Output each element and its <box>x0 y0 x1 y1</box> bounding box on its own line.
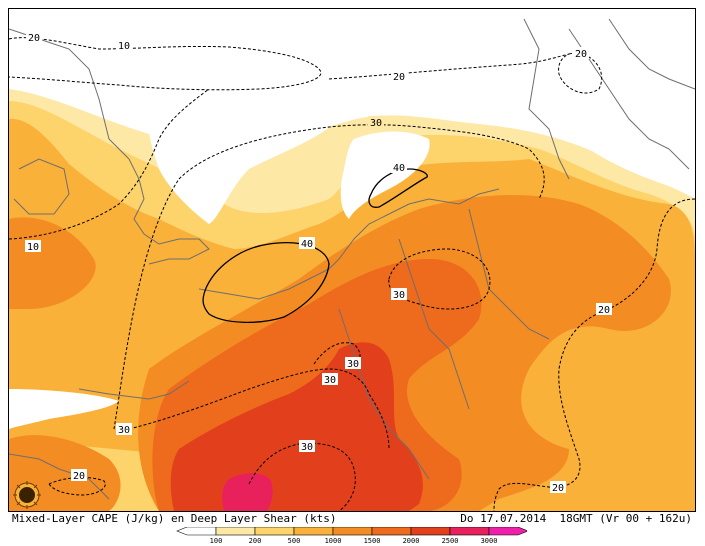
contour-label-text: 30 <box>118 425 130 436</box>
contour-label-text: 30 <box>324 375 336 386</box>
contour-label-text: 40 <box>393 163 405 174</box>
contour-label-text: 20 <box>28 33 40 44</box>
shear-contours <box>9 37 695 511</box>
contour-label-text: 30 <box>347 359 359 370</box>
contour-20-north <box>328 53 570 80</box>
legend-swatch <box>254 527 295 536</box>
contour-label-text: 10 <box>27 242 39 253</box>
contour-label-text: 30 <box>301 442 313 453</box>
contour-label: 40 <box>299 237 315 250</box>
legend-swatch <box>293 527 334 536</box>
contour-label-text: 30 <box>370 118 382 129</box>
legend-swatch <box>176 527 217 536</box>
cape-region-white-sea <box>340 131 430 219</box>
coast-ireland <box>13 158 70 215</box>
contour-label: 30 <box>322 373 338 386</box>
contour-20-east <box>493 198 695 511</box>
legend-swatch <box>332 527 373 536</box>
contour-label: 10 <box>25 240 41 253</box>
legend-tick-label: 1000 <box>325 537 342 545</box>
map-caption: Mixed-Layer CAPE (J/kg) en Deep Layer Sh… <box>12 512 692 526</box>
cape-region-white-bay <box>9 389 119 429</box>
contour-label: 20 <box>391 70 407 83</box>
contour-label-text: 20 <box>598 305 610 316</box>
contour-label: 30 <box>368 116 384 129</box>
legend-swatch <box>449 527 490 536</box>
legend-tick-label: 2500 <box>442 537 459 545</box>
caption-timestamp: Do 17.07.2014 18GMT (Vr 00 + 162u) <box>460 512 692 525</box>
legend-tick-label: 3000 <box>481 537 498 545</box>
contour-10-west <box>9 88 210 240</box>
caption-title: Mixed-Layer CAPE (J/kg) en Deep Layer Sh… <box>12 512 337 525</box>
contour-label: 30 <box>299 440 315 453</box>
contour-label: 20 <box>596 303 612 316</box>
cape-region-white-top <box>9 9 695 194</box>
map-frame: 20 10 20 20 30 40 <box>8 8 696 512</box>
contour-20-sw <box>48 476 106 496</box>
cape-region-2000 <box>170 342 423 511</box>
legend-swatch <box>488 527 527 536</box>
contour-label: 10 <box>116 39 132 52</box>
contour-label-text: 30 <box>393 290 405 301</box>
legend-swatch <box>215 527 256 536</box>
cape-region-2500 <box>222 473 273 511</box>
contour-labels: 20 10 20 20 30 40 <box>25 31 612 494</box>
contour-20-nw <box>9 37 322 91</box>
contour-30-main <box>113 124 545 430</box>
legend-labels: 100 200 500 1000 1500 2000 2500 3000 <box>210 537 498 545</box>
contour-label-text: 40 <box>301 239 313 250</box>
border-poland <box>468 208 550 340</box>
contour-label: 20 <box>573 47 589 60</box>
contour-label: 30 <box>391 288 407 301</box>
color-legend: 100 200 500 1000 1500 2000 2500 3000 <box>175 527 527 545</box>
contour-label: 20 <box>71 469 87 482</box>
contour-label: 30 <box>345 357 361 370</box>
contour-30-sw <box>248 442 356 511</box>
contour-label: 40 <box>391 161 407 174</box>
coastlines <box>9 18 695 500</box>
coast-continent <box>9 188 500 500</box>
border-france <box>338 308 430 480</box>
contour-30-inner <box>388 248 491 310</box>
contour-label: 20 <box>550 481 566 494</box>
sun-logo-icon <box>13 481 41 509</box>
contour-label-text: 20 <box>393 72 405 83</box>
legend-tick-label: 500 <box>288 537 301 545</box>
legend-tick-label: 200 <box>249 537 262 545</box>
legend-swatch <box>371 527 412 536</box>
contour-label-text: 10 <box>118 41 130 52</box>
contour-20-scand <box>558 52 603 94</box>
contour-label: 20 <box>26 31 42 44</box>
contour-label: 30 <box>116 423 132 436</box>
legend-tick-label: 1500 <box>364 537 381 545</box>
cape-shear-map: 20 10 20 20 30 40 <box>9 9 695 511</box>
legend-swatches <box>176 527 527 536</box>
contour-40-center <box>202 242 330 323</box>
contour-label-text: 20 <box>552 483 564 494</box>
legend-bar: 100 200 500 1000 1500 2000 2500 3000 <box>176 527 527 545</box>
contour-label-text: 20 <box>73 471 85 482</box>
legend-swatch <box>410 527 451 536</box>
legend-tick-label: 100 <box>210 537 223 545</box>
border-germany <box>398 238 470 410</box>
contour-30-south <box>128 368 390 450</box>
legend-tick-label: 2000 <box>403 537 420 545</box>
contour-label-text: 20 <box>575 49 587 60</box>
